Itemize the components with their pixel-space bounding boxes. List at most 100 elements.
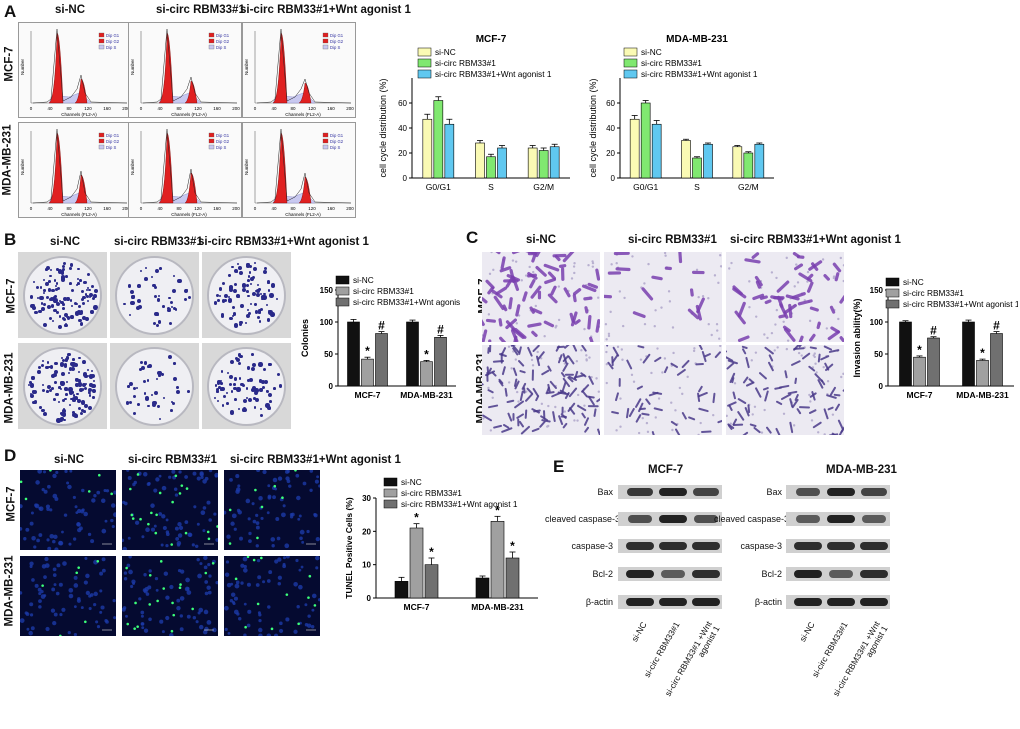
flow-x-tick: 0 (30, 106, 33, 111)
wb-strip (618, 539, 722, 553)
dapi-nucleus (93, 603, 96, 606)
pore (571, 277, 573, 279)
dapi-nucleus (105, 520, 108, 523)
significance-mark: * (917, 343, 922, 357)
pore (656, 347, 658, 349)
dapi-nucleus (204, 565, 208, 569)
bar (900, 322, 912, 386)
flow-x-label: Channels (FL2-A) (171, 112, 207, 117)
bar (435, 337, 447, 386)
flow-x-tick: 40 (271, 106, 277, 111)
invaded-cell (586, 308, 587, 312)
pore (717, 282, 719, 284)
wb-band (661, 570, 685, 578)
y-tick-label: 40 (398, 124, 407, 133)
dapi-nucleus (61, 608, 65, 612)
colony (258, 362, 262, 366)
flow-x-tick: 40 (47, 206, 53, 211)
invaded-cell (739, 303, 744, 316)
colony (77, 268, 79, 270)
colony (60, 412, 63, 415)
colony (85, 383, 87, 385)
colony (268, 393, 272, 397)
dapi-nucleus (113, 616, 116, 619)
dapi-nucleus (204, 610, 209, 615)
pore (508, 346, 510, 348)
colony (88, 406, 92, 410)
d-row-mda: MDA-MB-231 (3, 556, 15, 627)
dapi-nucleus (196, 558, 199, 561)
dapi-nucleus (162, 630, 165, 633)
dapi-nucleus (147, 482, 151, 486)
invaded-cell (698, 299, 704, 311)
legend-label: si-circ RBM33#1+Wnt agonist 1 (435, 69, 552, 79)
dapi-nucleus (52, 621, 56, 625)
dapi-nucleus (146, 592, 150, 596)
pore (517, 400, 519, 402)
pore (487, 387, 489, 389)
colony (89, 374, 93, 378)
dapi-nucleus (155, 577, 158, 580)
pore (633, 381, 635, 383)
dapi-nucleus (252, 502, 255, 505)
wb-row-label: β-actin (714, 597, 782, 607)
dapi-nucleus (204, 580, 208, 584)
colony (58, 401, 60, 403)
invaded-cell (501, 338, 509, 342)
colony (78, 305, 81, 308)
dapi-nucleus (59, 613, 62, 616)
a-header-wnt: si-circ RBM33#1+Wnt agonist 1 (240, 4, 411, 16)
colony (78, 371, 80, 373)
colony-dish-photo (18, 343, 107, 429)
dapi-nucleus (274, 634, 278, 636)
legend-swatch (336, 287, 349, 295)
invaded-cell (524, 293, 526, 300)
tunel-positive-cell (260, 557, 263, 560)
pore (782, 321, 784, 323)
colony (48, 288, 51, 291)
dapi-nucleus (208, 518, 212, 522)
tunel-positive-cell (179, 583, 182, 586)
colony (257, 284, 259, 286)
dapi-nucleus (68, 588, 73, 593)
dapi-nucleus (215, 475, 218, 478)
flow-legend-swatch (323, 39, 328, 43)
dapi-nucleus (176, 606, 180, 610)
flow-legend-label: Dip G1 (106, 133, 120, 138)
dapi-nucleus (279, 622, 283, 626)
dapi-nucleus (59, 583, 63, 587)
dapi-nucleus (201, 510, 206, 515)
colony (170, 409, 173, 412)
flow-legend-swatch (99, 139, 104, 143)
a-row-mda: MDA-MB-231 (1, 125, 13, 196)
invaded-cell (540, 422, 544, 427)
colony (65, 358, 67, 360)
significance-mark: * (414, 511, 419, 525)
colony (129, 382, 133, 386)
pore (672, 352, 674, 354)
pore (664, 252, 666, 254)
dapi-nucleus (257, 575, 261, 579)
dapi-nucleus (237, 509, 240, 512)
tunel-cells (224, 470, 320, 550)
dapi-nucleus (53, 568, 57, 572)
dapi-nucleus (20, 527, 22, 531)
transwell-cells (726, 252, 844, 342)
colony (223, 395, 226, 398)
dapi-nucleus (315, 566, 318, 569)
colony (43, 279, 45, 281)
invaded-cell (764, 388, 768, 389)
wb-band (627, 488, 653, 496)
dapi-nucleus (40, 590, 43, 593)
colony (229, 383, 232, 386)
bar (928, 338, 940, 386)
culture-dish (115, 347, 194, 426)
tunel-positive-cell (126, 623, 129, 626)
colony (234, 283, 237, 286)
dapi-nucleus (262, 580, 265, 583)
dapi-nucleus (128, 556, 131, 559)
colony (239, 355, 242, 358)
wb-row-label: cleaved caspase-3 (545, 514, 613, 524)
colony (260, 414, 263, 417)
